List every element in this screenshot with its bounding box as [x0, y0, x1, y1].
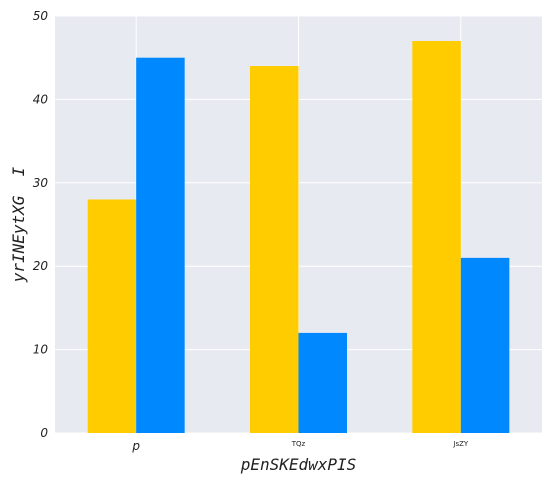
- bar-2-JsZY: [460, 257, 510, 433]
- x-tick-label: TQz: [291, 440, 306, 448]
- x-tick-label: p: [131, 439, 140, 453]
- y-tick-labels: 0 10 20 30 40 50: [33, 9, 49, 440]
- bars: [87, 41, 510, 434]
- y-tick-label: 30: [33, 176, 49, 190]
- x-tick-labels: p TQz JsZY: [131, 439, 469, 453]
- bar-1-TQz: [250, 66, 299, 433]
- y-tick-label: 20: [33, 259, 49, 273]
- y-axis-label: yrINEytXG I: [9, 166, 28, 283]
- x-tick-label: JsZY: [452, 440, 469, 448]
- bar-2-p: [136, 57, 185, 433]
- y-tick-label: 10: [33, 343, 49, 357]
- bar-1-JsZY: [412, 41, 461, 434]
- y-tick-label: 0: [40, 426, 48, 440]
- y-tick-label: 40: [33, 92, 49, 106]
- bar-2-TQz: [298, 332, 347, 433]
- x-axis-label: pEnSKEdwxPIS: [240, 455, 357, 474]
- y-tick-label: 50: [33, 9, 49, 23]
- bar-1-p: [87, 199, 137, 433]
